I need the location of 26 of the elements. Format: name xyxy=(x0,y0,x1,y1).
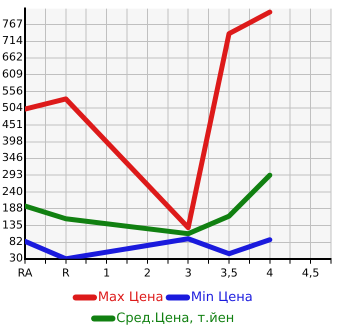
y-tick-label: 556 xyxy=(2,84,23,98)
x-tick-label: 1 xyxy=(103,266,110,280)
legend-label: Max Цена xyxy=(98,290,164,305)
y-tick-label: 714 xyxy=(2,34,23,48)
y-tick-label: 346 xyxy=(2,151,23,164)
x-tick-label: 3,5 xyxy=(220,266,238,280)
x-tick-label: R xyxy=(62,266,70,280)
y-tick-label: 135 xyxy=(2,218,23,232)
y-tick-label: 504 xyxy=(2,100,23,114)
legend-label: Min Цена xyxy=(190,290,253,305)
x-tick-label: 4 xyxy=(266,266,274,280)
y-tick-label: 30 xyxy=(8,252,23,265)
y-tick-label: 767 xyxy=(2,17,23,30)
x-tick-label: 2 xyxy=(144,266,151,280)
y-tick-label: 662 xyxy=(2,50,23,64)
legend-label: Сред.Цена, т.йен xyxy=(116,310,234,326)
y-tick-label: 188 xyxy=(2,201,23,214)
y-tick-label: 293 xyxy=(2,168,23,182)
y-tick-label: 82 xyxy=(8,235,23,248)
x-tick-label: 4,5 xyxy=(302,266,320,280)
y-tick-label: 451 xyxy=(2,118,23,131)
x-tick-label: RA xyxy=(18,266,33,280)
y-tick-label: 240 xyxy=(2,184,23,198)
y-tick-label: 398 xyxy=(2,134,23,148)
y-tick-label: 609 xyxy=(2,68,23,81)
x-tick-label: 3 xyxy=(184,266,192,280)
